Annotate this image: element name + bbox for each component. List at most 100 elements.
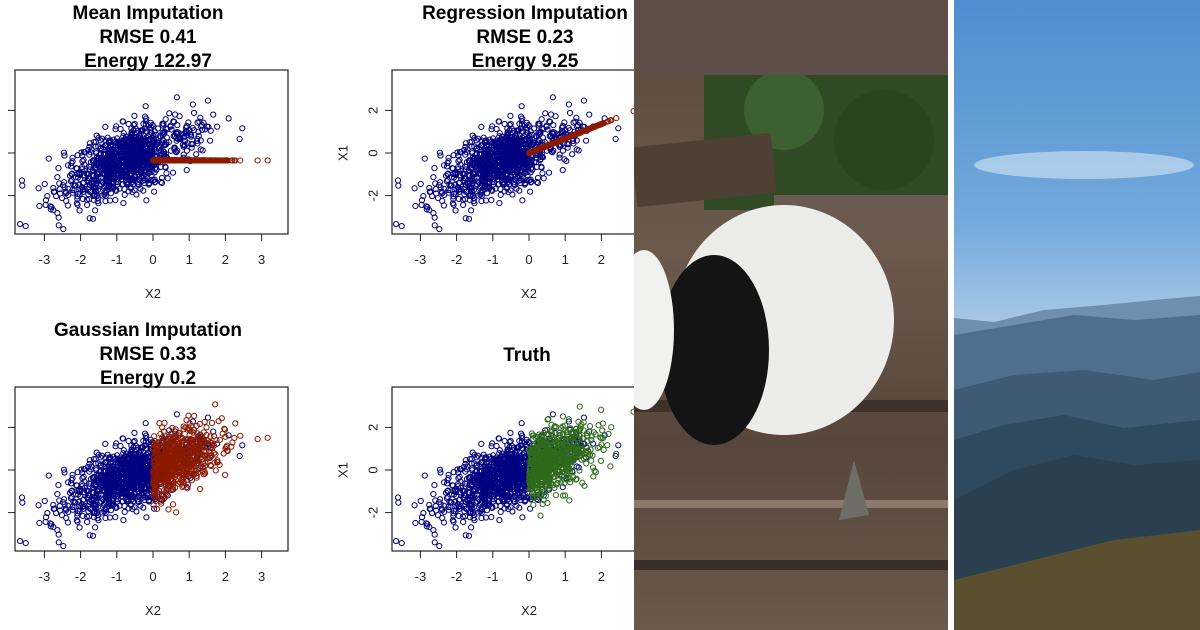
data-point	[529, 131, 536, 138]
data-point	[573, 146, 580, 153]
data-point	[133, 160, 141, 167]
data-point	[106, 495, 113, 502]
data-point	[97, 471, 104, 479]
data-point	[131, 489, 138, 496]
data-point	[569, 151, 576, 158]
data-point	[81, 149, 89, 156]
data-point	[42, 514, 50, 521]
data-point	[61, 469, 68, 476]
data-point	[132, 483, 139, 490]
data-point	[417, 180, 424, 188]
data-point	[119, 459, 126, 467]
imputed-point	[613, 114, 620, 122]
data-point	[183, 166, 190, 174]
data-point	[140, 485, 148, 492]
data-point	[76, 207, 83, 214]
data-point	[559, 166, 566, 174]
data-point	[455, 180, 462, 187]
data-point	[118, 148, 125, 155]
imputed-point	[176, 157, 183, 164]
data-point	[469, 150, 476, 157]
data-point	[450, 195, 457, 202]
data-point	[117, 469, 124, 477]
data-point	[104, 171, 111, 178]
imputed-point	[189, 157, 196, 164]
data-point	[151, 188, 158, 195]
data-point	[93, 487, 101, 494]
data-point	[482, 138, 489, 145]
data-point	[398, 223, 405, 230]
data-point	[125, 505, 132, 512]
y-tick-label: 2	[365, 107, 380, 114]
data-point	[55, 164, 62, 172]
data-point	[565, 124, 572, 132]
data-point	[183, 147, 191, 154]
data-point	[176, 134, 183, 141]
data-point	[145, 164, 152, 171]
data-point	[123, 161, 130, 168]
data-point	[73, 165, 81, 172]
imputed-point	[183, 448, 191, 455]
imputed-point	[195, 433, 202, 440]
imputed-point	[183, 436, 190, 443]
data-point	[97, 145, 104, 152]
chart-title-line: RMSE 0.23	[476, 27, 573, 48]
data-point	[149, 163, 156, 171]
imputed-point	[544, 142, 551, 149]
imputed-point	[153, 505, 161, 513]
imputed-point	[169, 424, 176, 431]
data-point	[201, 126, 209, 133]
data-point	[469, 170, 477, 177]
data-point	[527, 188, 534, 195]
data-point	[54, 491, 61, 498]
data-point	[106, 480, 113, 487]
data-point	[50, 501, 57, 509]
data-point	[512, 153, 520, 160]
data-point	[106, 455, 113, 462]
data-point	[181, 142, 188, 149]
data-point	[50, 184, 57, 192]
data-point	[99, 477, 106, 485]
data-point	[93, 467, 100, 474]
data-point	[495, 118, 502, 125]
data-point	[488, 196, 495, 204]
data-point	[491, 170, 498, 177]
data-point	[54, 174, 61, 181]
imputed-point	[191, 157, 198, 164]
data-point	[188, 141, 195, 148]
data-point	[108, 490, 115, 497]
imputed-point	[150, 502, 157, 509]
data-point	[534, 174, 542, 182]
data-point	[561, 119, 568, 126]
data-point	[145, 141, 152, 148]
imputed-point	[179, 483, 186, 491]
data-point	[151, 505, 158, 512]
data-point	[51, 505, 58, 512]
data-point	[106, 163, 113, 170]
x-tick-label: 3	[258, 252, 265, 267]
imputed-point	[205, 443, 212, 450]
data-point	[452, 171, 460, 179]
data-point	[133, 508, 140, 515]
data-point	[136, 470, 144, 477]
data-point	[113, 440, 120, 447]
data-point	[468, 207, 475, 214]
data-point	[462, 196, 469, 203]
data-point	[193, 151, 200, 158]
imputed-point	[150, 454, 157, 461]
data-point	[79, 158, 86, 165]
data-point	[171, 111, 179, 118]
data-point	[437, 152, 444, 159]
data-point	[56, 186, 63, 193]
data-point	[74, 518, 81, 525]
data-point	[106, 178, 113, 185]
data-point	[151, 179, 158, 186]
data-point	[74, 201, 81, 208]
data-point	[521, 141, 528, 148]
imputed-point	[193, 454, 200, 461]
data-point	[494, 148, 501, 155]
data-point	[489, 157, 496, 164]
imputed-point	[151, 494, 158, 501]
data-point	[87, 175, 94, 182]
data-point	[117, 125, 124, 133]
